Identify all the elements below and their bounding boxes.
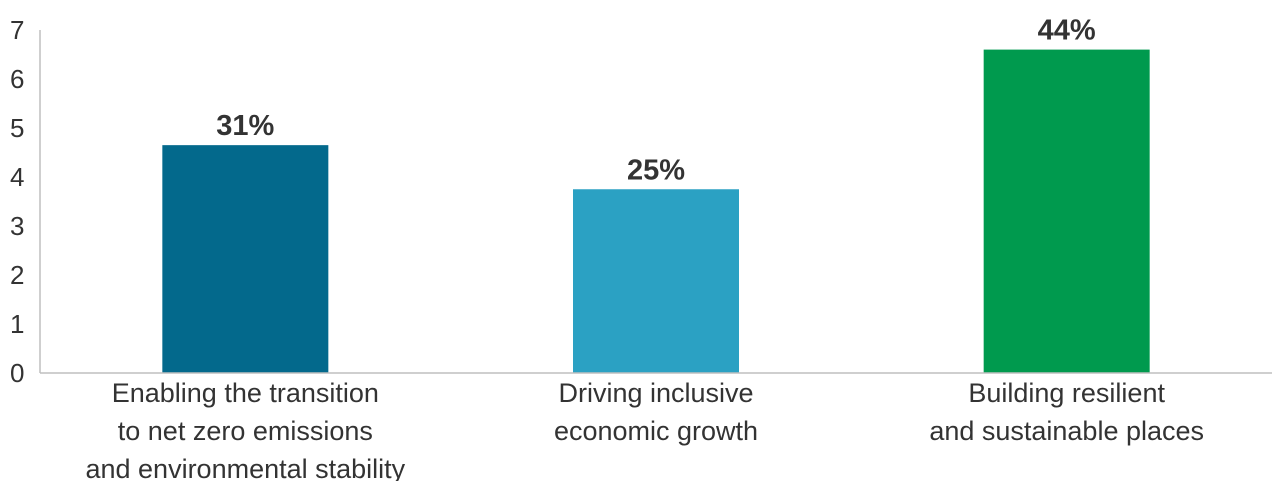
y-tick-label: 1 <box>10 309 24 339</box>
x-tick-label-line: Driving inclusive <box>558 378 753 408</box>
y-tick-label: 3 <box>10 211 24 241</box>
y-tick-label: 2 <box>10 260 24 290</box>
x-tick-label: Enabling the transition to net zero emiss… <box>85 378 405 481</box>
x-tick-label-line: and environmental stability <box>85 454 405 481</box>
data-label: 25% <box>627 154 685 186</box>
x-tick-label-line: Building resilient <box>968 378 1165 408</box>
y-tick-label: 4 <box>10 162 24 192</box>
data-label: 31% <box>216 110 274 142</box>
x-tick-label-line: and sustainable places <box>929 416 1204 446</box>
data-labels: 31% 25% 44% <box>216 15 1096 187</box>
x-tick-label: Building resilient and sustainable places <box>929 378 1204 446</box>
y-axis: 0 1 2 3 4 5 6 7 <box>10 15 41 388</box>
bar <box>162 145 329 373</box>
y-tick-label: 6 <box>10 64 24 94</box>
x-tick-label: Driving inclusive economic growth <box>554 378 758 446</box>
x-tick-label-line: to net zero emissions <box>118 416 373 446</box>
x-tick-label-line: economic growth <box>554 416 758 446</box>
bars <box>162 49 1150 373</box>
y-tick-label: 0 <box>10 358 24 388</box>
x-axis: Enabling the transition to net zero emiss… <box>40 372 1272 481</box>
bar <box>983 49 1150 373</box>
x-tick-label-line: Enabling the transition <box>112 378 379 408</box>
bar <box>573 189 739 373</box>
data-label: 44% <box>1038 15 1096 47</box>
y-tick-label: 5 <box>10 113 24 143</box>
y-tick-label: 7 <box>10 15 24 45</box>
